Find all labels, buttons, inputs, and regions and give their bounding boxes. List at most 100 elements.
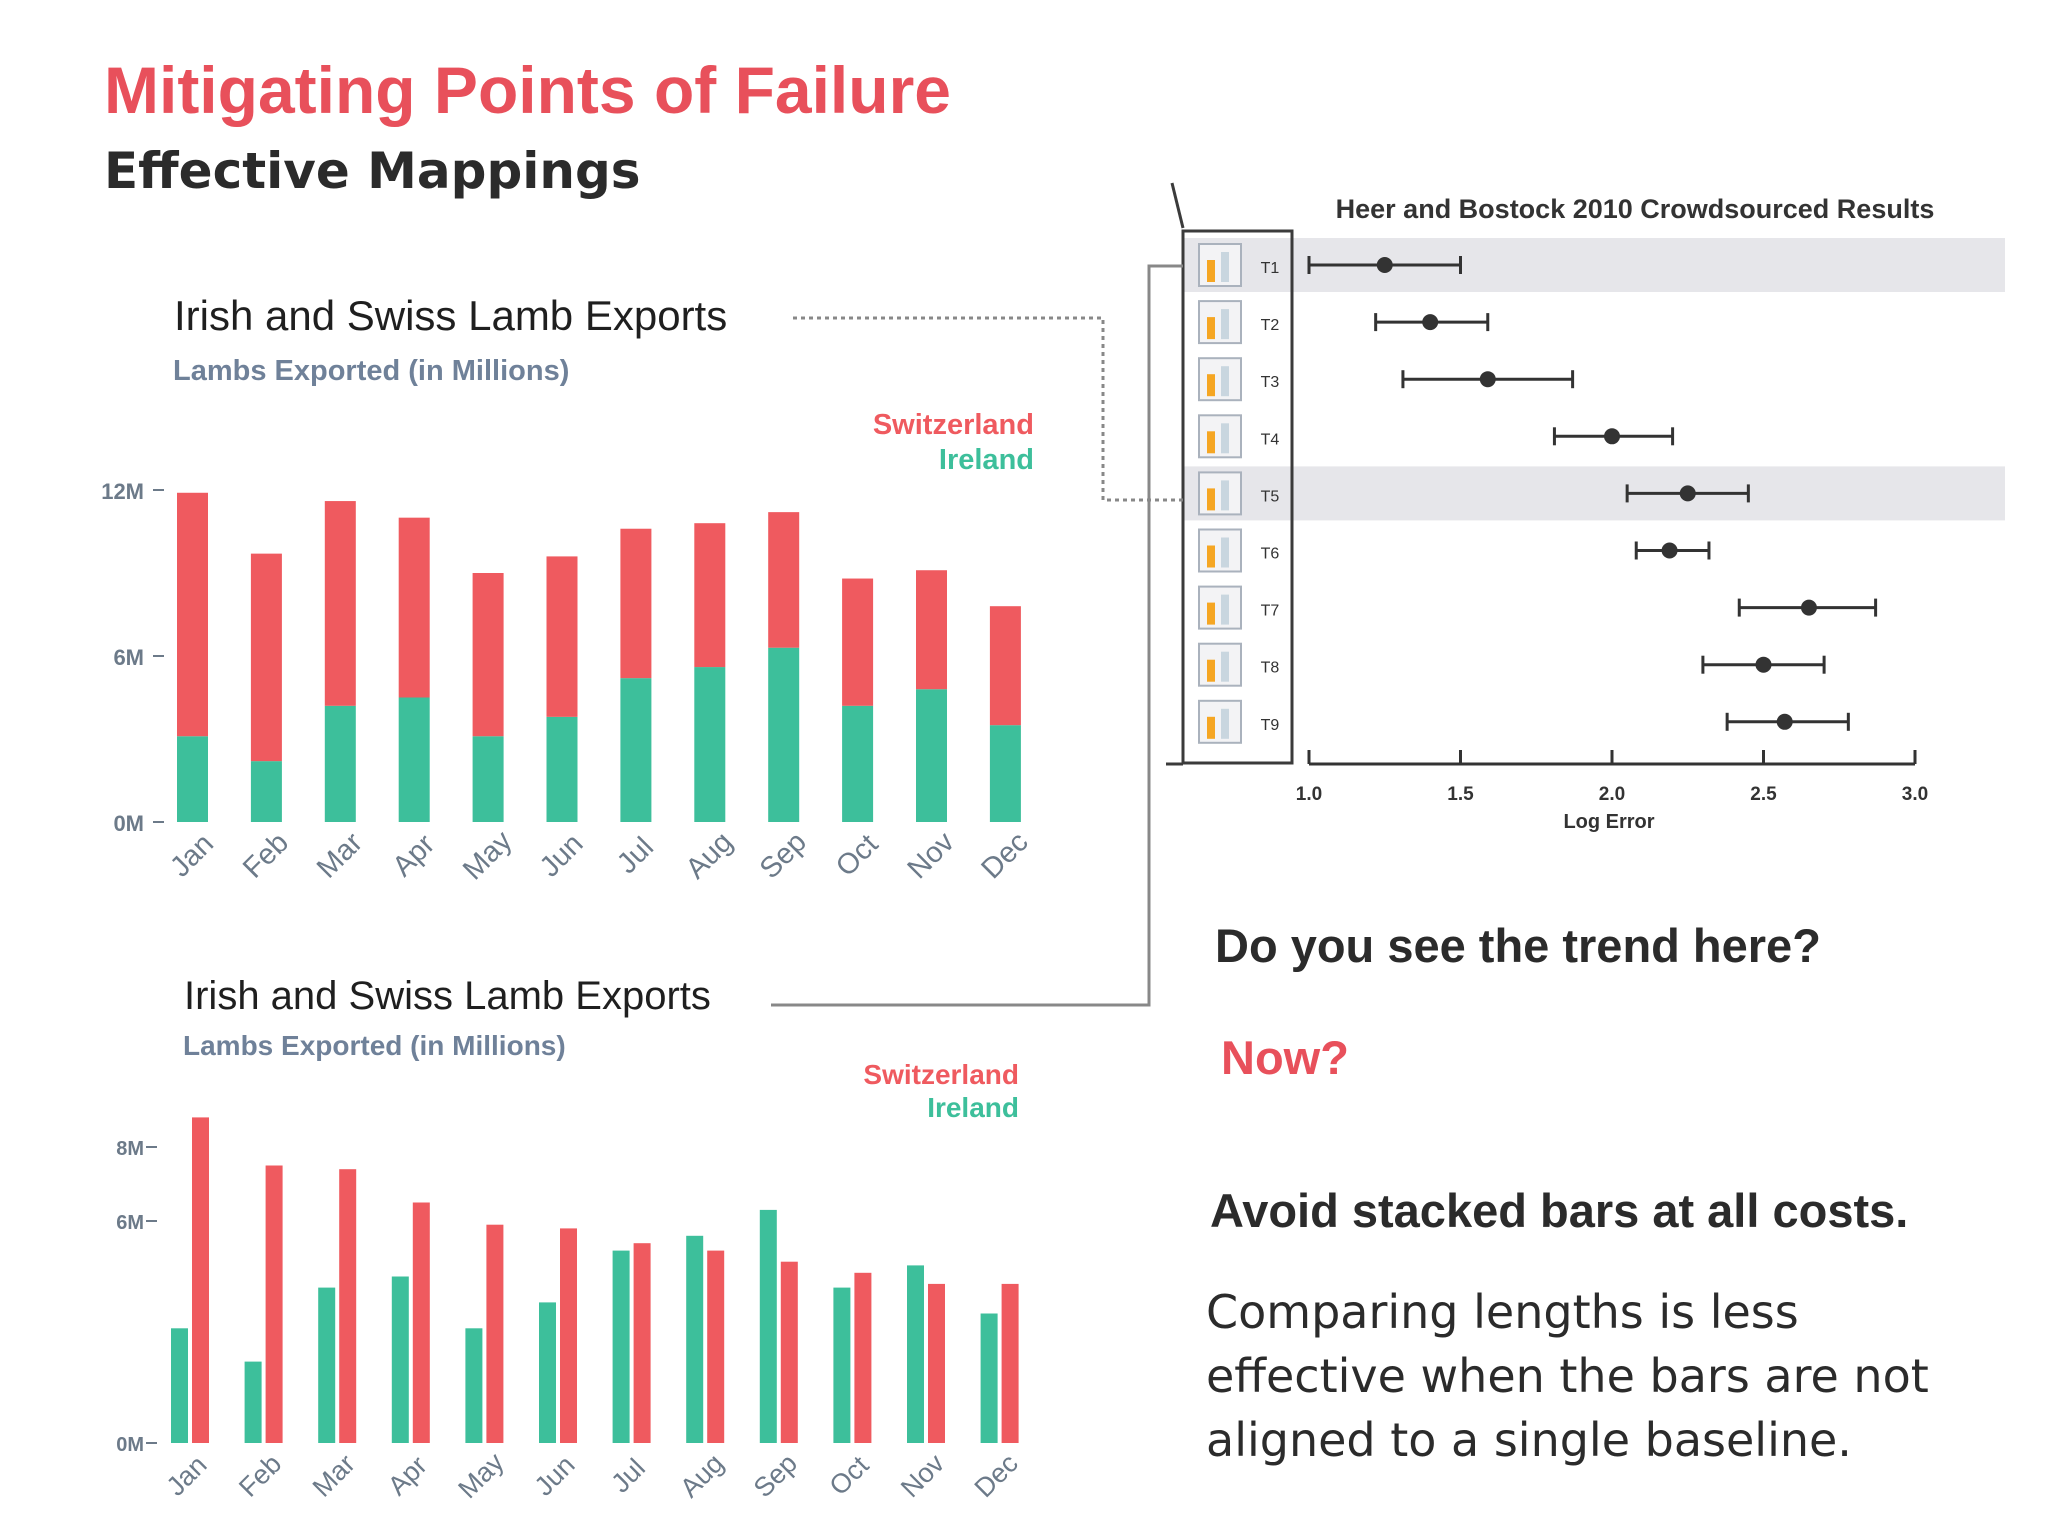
chart1-bar-ireland xyxy=(768,647,800,822)
trend-question: Do you see the trend here? xyxy=(1215,919,1821,972)
chart3-row-label: T3 xyxy=(1261,374,1280,391)
chart2-bar-ireland xyxy=(980,1313,998,1443)
chart3-xtick-label: 3.0 xyxy=(1902,784,1928,805)
chart3-mean-point xyxy=(1479,371,1496,388)
connector-solid xyxy=(771,264,1183,1007)
chart2-legend-ireland: Ireland xyxy=(927,1092,1019,1123)
chart2-xtick-label: Nov xyxy=(895,1448,951,1504)
chart2-bar-switzerland xyxy=(412,1202,430,1443)
chart1-xtick-label: Aug xyxy=(680,826,739,885)
chart3-xtick-label: 1.0 xyxy=(1296,784,1322,805)
chart2-xtick-label: May xyxy=(452,1447,510,1505)
chart3-mean-point xyxy=(1679,485,1696,502)
chart1-xtick-label: Feb xyxy=(237,827,295,885)
chart1-xtick-label: Jun xyxy=(534,828,590,884)
chart1-xtick-label: Jan xyxy=(164,828,220,884)
chart2-bar-ireland xyxy=(391,1276,409,1443)
chart1-bar-switzerland xyxy=(398,517,430,698)
chart2-bar-ireland xyxy=(759,1209,777,1443)
chart1-bar-switzerland xyxy=(250,553,282,762)
chart3-row-highlight xyxy=(1183,238,2005,292)
chart2-bar-ireland xyxy=(318,1287,336,1443)
chart1-bar-ireland xyxy=(177,736,208,822)
chart3-thumbnail-mark xyxy=(1221,252,1229,282)
chart2-bar-ireland xyxy=(612,1250,630,1443)
chart1-bar-switzerland xyxy=(989,606,1021,726)
chart1-bar-switzerland xyxy=(620,528,652,679)
chart3-mean-point xyxy=(1800,599,1817,616)
chart1-bar-ireland xyxy=(842,705,874,822)
connector-dotted xyxy=(793,316,1183,502)
chart3-thumbnail-mark xyxy=(1221,423,1229,454)
chart3-thumbnail-mark xyxy=(1207,374,1215,397)
chart1-bar-ireland xyxy=(472,736,504,822)
chart1-legend-ireland: Ireland xyxy=(939,444,1034,476)
chart2-subtitle: Lambs Exported (in Millions) xyxy=(183,1030,566,1061)
chart1-bar-switzerland xyxy=(324,501,356,706)
chart3-thumbnail-icon xyxy=(1198,471,1242,516)
chart3-thumbnail-mark xyxy=(1221,480,1229,511)
chart3-mean-point xyxy=(1661,542,1678,559)
chart3-thumbnail-mark xyxy=(1207,602,1215,625)
chart3-row-label: T1 xyxy=(1261,260,1280,277)
chart3-row-label: T2 xyxy=(1261,317,1280,334)
now-question: Now? xyxy=(1221,1031,1349,1084)
chart3-thumbnail-mark xyxy=(1221,309,1229,340)
chart2-xtick-label: Apr xyxy=(382,1450,433,1501)
chart1-xtick-label: May xyxy=(457,825,519,887)
chart2-xtick-label: Sep xyxy=(748,1448,803,1503)
chart1-title: Irish and Swiss Lamb Exports xyxy=(174,292,727,339)
takeaway-text: Avoid stacked bars at all costs. xyxy=(1210,1184,1909,1237)
chart3-thumbnail-mark xyxy=(1207,716,1215,739)
slide-subtitle: Effective Mappings xyxy=(104,142,641,200)
chart3-thumbnail-mark xyxy=(1221,594,1229,625)
chart1-xtick-label: Dec xyxy=(975,826,1034,885)
chart1-xtick-label: Apr xyxy=(387,828,442,883)
chart3-thumbnail-icon xyxy=(1198,642,1242,687)
chart1-bar-ireland xyxy=(250,761,282,822)
chart3-thumbnail-icon xyxy=(1198,243,1242,287)
chart2-xtick-label: Mar xyxy=(307,1449,361,1503)
chart2-ytick-label: 0M xyxy=(116,1434,144,1456)
chart3-thumbnail-mark xyxy=(1207,260,1215,282)
chart2-bar-switzerland xyxy=(486,1224,504,1443)
chart1-bar-ireland xyxy=(324,705,356,822)
chart2-legend-switzerland: Switzerland xyxy=(863,1059,1019,1090)
chart1-ytick-label: 12M xyxy=(101,479,144,504)
chart2-bar-switzerland xyxy=(339,1169,357,1443)
chart2-bar-switzerland xyxy=(928,1283,945,1443)
chart3-thumbnail-icon xyxy=(1198,528,1242,573)
chart2-ytick-label: 8M xyxy=(116,1138,144,1160)
chart1-bar-ireland xyxy=(916,689,947,822)
chart3-mean-point xyxy=(1376,257,1393,273)
chart3-xtick-label: 2.5 xyxy=(1750,784,1777,805)
chart2-bar-ireland xyxy=(244,1361,262,1443)
chart2-bar-ireland xyxy=(833,1287,851,1443)
chart2-bar-ireland xyxy=(686,1235,704,1443)
chart2-bar-switzerland xyxy=(633,1243,651,1443)
chart1-bar-switzerland xyxy=(842,578,874,706)
chart1-legend-switzerland: Switzerland xyxy=(873,409,1034,441)
chart2-xtick-label: Jan xyxy=(161,1450,213,1502)
chart3-title: Heer and Bostock 2010 Crowdsourced Resul… xyxy=(1336,194,1935,224)
chart3-thumbnail-mark xyxy=(1207,659,1215,682)
chart1-bar-switzerland xyxy=(694,523,726,668)
chart2-bar-switzerland xyxy=(192,1117,209,1443)
chart2-bar-ireland xyxy=(465,1328,483,1443)
chart1-ytick-label: 0M xyxy=(113,811,144,836)
chart1-bar-ireland xyxy=(694,667,726,822)
chart1-bar-ireland xyxy=(398,697,430,822)
chart3-mean-point xyxy=(1604,428,1620,445)
chart3-thumbnail-icon xyxy=(1198,414,1242,459)
chart1-subtitle: Lambs Exported (in Millions) xyxy=(173,355,569,387)
chart2-bar-ireland xyxy=(539,1302,556,1443)
chart1-bar-ireland xyxy=(620,678,652,822)
chart3-row-label: T6 xyxy=(1261,546,1280,563)
chart1-xtick-label: Jul xyxy=(611,831,660,880)
chart3-icon-panel xyxy=(1181,229,1294,765)
chart3-xtick-label: 1.5 xyxy=(1447,784,1474,805)
chart3-mean-point xyxy=(1776,713,1793,730)
chart3-thumbnail-icon xyxy=(1198,699,1242,744)
